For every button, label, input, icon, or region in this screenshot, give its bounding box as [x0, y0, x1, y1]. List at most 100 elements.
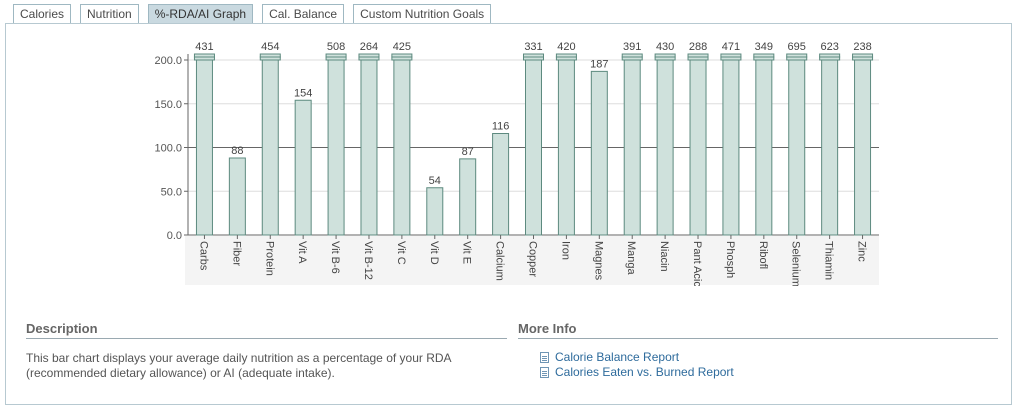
bar-overflow-cap [391, 56, 413, 61]
x-tick-label: Manga [625, 241, 637, 276]
data-label: 154 [294, 87, 312, 99]
more-info-title: More Info [518, 321, 577, 336]
bar [557, 59, 575, 236]
bar [195, 59, 213, 236]
bar [854, 59, 872, 236]
data-label: 264 [360, 41, 378, 53]
tab-custom-nutrition-goals[interactable]: Custom Nutrition Goals [353, 4, 492, 24]
description-divider [26, 338, 507, 339]
x-tick-label: Vit A [296, 241, 308, 264]
x-tick-label: Fiber [230, 241, 242, 266]
bar [327, 59, 345, 236]
y-tick-label: 200.0 [154, 55, 182, 67]
bar [656, 59, 674, 236]
x-tick-label: Pant Acic [691, 241, 703, 286]
data-label: 331 [524, 41, 542, 53]
bar [722, 59, 740, 236]
y-tick-label: 100.0 [154, 143, 182, 155]
bar-overflow-cap [819, 56, 841, 61]
data-label: 187 [590, 58, 608, 70]
rda-bar-chart: 0.0 50.0 100.0 150.0 200.0 431 Carbs 88 Fiber 454… [141, 32, 881, 286]
bar-overflow-cap [720, 56, 742, 61]
tab-cal-balance[interactable]: Cal. Balance [262, 4, 345, 24]
x-tick-label: Carbs [197, 241, 209, 271]
x-tick-label: Ribofl [757, 241, 769, 269]
x-tick-label: Thiamin [823, 241, 835, 280]
x-tick-label: Calcium [494, 241, 506, 281]
y-tick-label: 50.0 [161, 186, 182, 198]
content-panel: 0.0 50.0 100.0 150.0 200.0 431 Carbs 88 Fiber 454… [5, 23, 1012, 405]
y-tick-label: 0.0 [167, 230, 182, 242]
data-label: 695 [788, 41, 806, 53]
data-label: 54 [429, 175, 441, 187]
bar-overflow-cap [786, 56, 808, 61]
bar [492, 133, 510, 236]
bar-overflow-cap [654, 56, 676, 61]
bar-overflow-cap [687, 56, 709, 61]
x-tick-label: Iron [559, 241, 571, 260]
x-tick-label: Magnes [592, 241, 604, 281]
bar [360, 59, 378, 236]
bar [426, 187, 444, 236]
data-label: 288 [689, 41, 707, 53]
data-label: 116 [492, 121, 510, 133]
data-label: 431 [195, 41, 213, 53]
x-tick-label: Vit C [395, 241, 407, 265]
y-tick-label: 150.0 [154, 99, 182, 111]
calories-eaten-vs-burned-link[interactable]: Calories Eaten vs. Burned Report [540, 365, 734, 379]
x-tick-label: Phosph [724, 241, 736, 278]
bar [623, 59, 641, 236]
data-label: 88 [231, 145, 243, 157]
tab-rda-ai-graph[interactable]: %-RDA/AI Graph [147, 4, 254, 24]
bar [459, 158, 477, 236]
data-label: 430 [656, 41, 674, 53]
bar-overflow-cap [753, 56, 775, 61]
document-icon [540, 366, 549, 378]
link-label[interactable]: Calories Eaten vs. Burned Report [555, 365, 734, 379]
bar [755, 59, 773, 236]
bar-overflow-cap [621, 56, 643, 61]
bar-overflow-cap [193, 56, 215, 61]
tab-nutrition[interactable]: Nutrition [80, 4, 139, 24]
bar [294, 99, 312, 236]
bar [689, 59, 707, 236]
data-label: 87 [462, 146, 474, 158]
tab-bar: Calories Nutrition %-RDA/AI Graph Cal. B… [13, 4, 492, 24]
x-tick-label: Vit B-6 [329, 241, 341, 274]
more-info-divider [518, 338, 998, 339]
bar-overflow-cap [852, 56, 874, 61]
bar [393, 59, 411, 236]
data-label: 471 [722, 41, 740, 53]
data-label: 425 [393, 41, 411, 53]
x-tick-label: Vit B-12 [362, 241, 374, 280]
link-label[interactable]: Calorie Balance Report [555, 350, 680, 364]
data-label: 623 [820, 41, 838, 53]
data-label: 391 [623, 41, 641, 53]
tab-calories[interactable]: Calories [13, 4, 72, 24]
x-tick-label: Vit E [461, 241, 473, 264]
x-tick-label: Protein [263, 241, 275, 276]
data-label: 349 [755, 41, 773, 53]
bar-overflow-cap [259, 56, 281, 61]
bar [261, 59, 279, 236]
x-tick-label: Copper [527, 241, 539, 277]
data-label: 420 [557, 41, 575, 53]
bar [788, 59, 806, 236]
bar [590, 70, 608, 236]
data-label: 238 [853, 41, 871, 53]
x-tick-label: Zinc [856, 241, 868, 262]
data-label: 508 [327, 41, 345, 53]
bar [821, 59, 839, 236]
x-tick-label: Selenium [790, 241, 802, 286]
description-text: This bar chart displays your average dai… [26, 351, 451, 380]
document-icon [540, 351, 549, 363]
bar [228, 157, 246, 236]
x-tick-label: Niacin [658, 241, 670, 272]
x-label-band [185, 236, 879, 285]
bar-overflow-cap [325, 56, 347, 61]
description-title: Description [26, 321, 98, 336]
bar-overflow-cap [358, 56, 380, 61]
calorie-balance-report-link[interactable]: Calorie Balance Report [540, 350, 679, 364]
bar-overflow-cap [523, 56, 544, 61]
bar [525, 59, 542, 236]
